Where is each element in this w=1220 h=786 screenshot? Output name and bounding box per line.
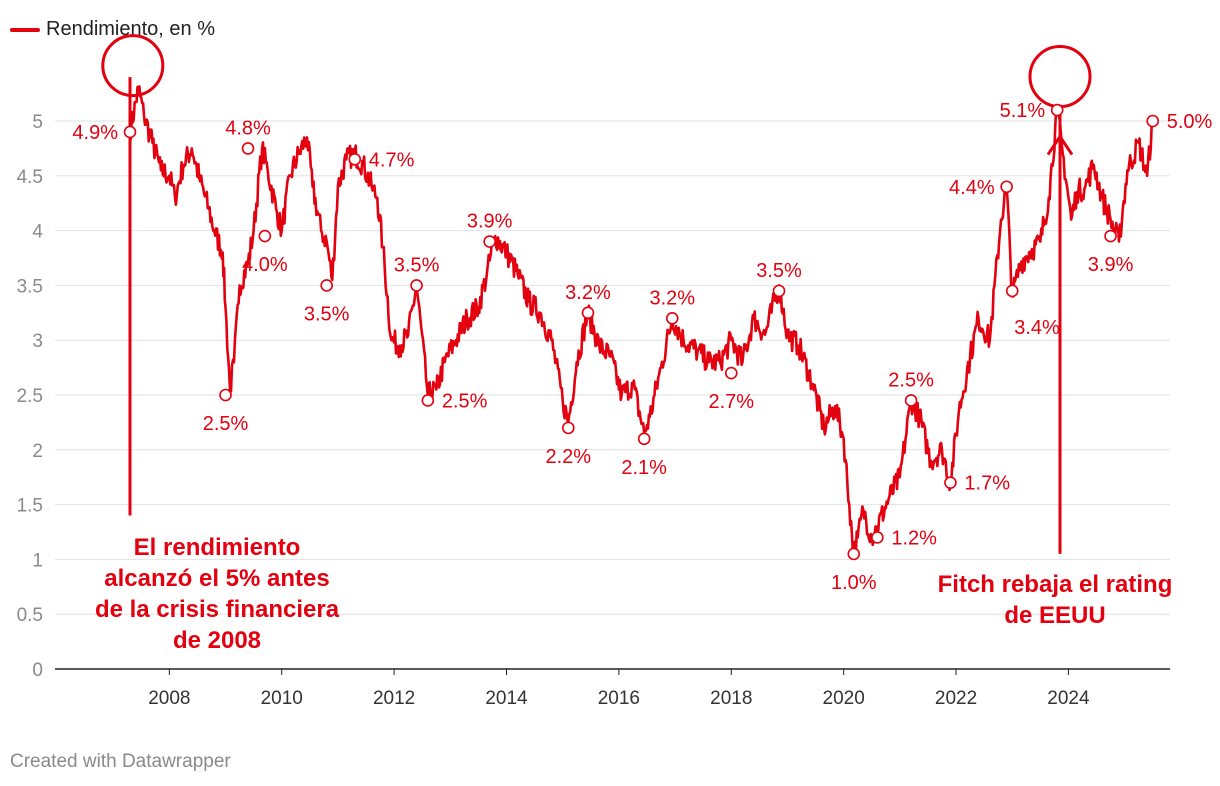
point-label: 4.9% bbox=[72, 122, 118, 144]
point-marker bbox=[1104, 229, 1117, 243]
y-tick-label: 3.5 bbox=[17, 276, 43, 297]
point-label: 3.2% bbox=[649, 287, 695, 309]
point-marker bbox=[944, 476, 957, 489]
x-tick-label: 2008 bbox=[148, 688, 190, 709]
point-label: 2.1% bbox=[621, 457, 667, 479]
series bbox=[128, 85, 1154, 559]
point-marker bbox=[665, 311, 679, 325]
grid bbox=[55, 120, 1170, 615]
point-label: 2.7% bbox=[708, 391, 754, 413]
point-marker bbox=[1000, 180, 1013, 194]
point-marker bbox=[219, 388, 232, 402]
legend: Rendimiento, en % bbox=[10, 18, 215, 41]
x-tick-label: 2020 bbox=[823, 688, 865, 709]
annotation-text: de 2008 bbox=[173, 627, 261, 654]
point-label: 3.5% bbox=[394, 254, 440, 276]
point-marker bbox=[562, 421, 575, 435]
point-marker bbox=[123, 125, 137, 139]
point-label: 3.5% bbox=[756, 260, 802, 282]
x-tick-label: 2010 bbox=[261, 688, 303, 709]
point-label: 2.2% bbox=[546, 446, 592, 468]
point-label: 5.1% bbox=[1000, 100, 1046, 122]
y-tick-label: 5 bbox=[32, 112, 43, 133]
credit: Created with Datawrapper bbox=[10, 751, 231, 772]
y-tick-label: 3 bbox=[32, 331, 43, 352]
annotation-text: de EEUU bbox=[1004, 602, 1105, 629]
y-tick-label: 4.5 bbox=[17, 167, 43, 188]
point-labels: 4.9% 2.5% 4.8% 4.0% 3.5% 4.7% 3.5% 2.5% 3.9% 2.2%… bbox=[72, 100, 1212, 594]
y-tick-label: 0.5 bbox=[17, 605, 43, 626]
x-axis: 2008 2010 2012 2014 2016 2018 2020 2022 2024 bbox=[148, 669, 1090, 709]
point-label: 3.9% bbox=[467, 211, 513, 233]
point-marker bbox=[1005, 284, 1019, 298]
point-label: 3.9% bbox=[1088, 254, 1134, 276]
point-marker bbox=[772, 284, 786, 298]
point-marker bbox=[871, 531, 884, 544]
x-tick-label: 2012 bbox=[373, 688, 415, 709]
point-marker bbox=[241, 142, 255, 155]
legend-swatch bbox=[10, 27, 40, 32]
point-marker bbox=[483, 235, 496, 248]
annotation-text: alcanzó el 5% antes bbox=[104, 565, 329, 592]
point-label: 2.5% bbox=[442, 390, 488, 412]
point-label: 3.4% bbox=[1014, 317, 1060, 339]
annotations: El rendimiento alcanzó el 5% antes de la c… bbox=[95, 34, 1173, 654]
point-marker bbox=[1050, 103, 1064, 117]
x-tick-label: 2016 bbox=[598, 688, 640, 709]
point-marker bbox=[421, 394, 435, 407]
point-marker bbox=[258, 229, 272, 243]
legend-label: Rendimiento, en % bbox=[46, 18, 215, 40]
y-tick-label: 4 bbox=[32, 222, 43, 243]
point-marker bbox=[320, 279, 333, 292]
annotation-text: de la crisis financiera bbox=[95, 596, 340, 623]
point-label: 3.5% bbox=[304, 303, 350, 325]
y-tick-label: 2.5 bbox=[17, 386, 43, 407]
point-label: 4.4% bbox=[949, 177, 995, 199]
point-label: 4.0% bbox=[242, 254, 288, 276]
point-marker bbox=[1146, 114, 1160, 128]
point-label: 2.5% bbox=[888, 369, 934, 391]
y-tick-label: 2 bbox=[32, 441, 43, 462]
point-marker bbox=[847, 547, 861, 561]
y-tick-label: 1 bbox=[32, 550, 43, 571]
x-tick-label: 2014 bbox=[485, 688, 528, 709]
point-label: 5.0% bbox=[1167, 111, 1213, 133]
highlight-circle bbox=[1028, 45, 1092, 109]
point-label: 2.5% bbox=[203, 413, 249, 435]
x-tick-label: 2018 bbox=[710, 688, 752, 709]
point-marker bbox=[637, 432, 651, 446]
point-label: 1.2% bbox=[891, 527, 937, 549]
point-marker bbox=[410, 279, 423, 292]
x-tick-label: 2022 bbox=[935, 688, 977, 709]
x-tick-label: 2024 bbox=[1047, 688, 1090, 709]
point-label: 4.8% bbox=[225, 117, 271, 139]
y-tick-label: 1.5 bbox=[17, 496, 43, 517]
annotation-text: Fitch rebaja el rating bbox=[938, 571, 1173, 598]
point-marker bbox=[724, 366, 738, 380]
point-marker bbox=[581, 306, 595, 320]
annotation-text: El rendimiento bbox=[134, 534, 301, 561]
point-marker bbox=[904, 394, 918, 407]
y-axis: 0 0.5 1 1.5 2 2.5 3 3.5 4 4.5 5 bbox=[17, 112, 1170, 681]
point-label: 1.0% bbox=[831, 572, 877, 594]
point-label: 1.7% bbox=[964, 473, 1010, 495]
highlight-circle bbox=[101, 34, 165, 98]
series-line-rendimiento bbox=[128, 85, 1154, 559]
y-tick-label: 0 bbox=[32, 660, 43, 681]
annotation-arrow bbox=[1046, 133, 1074, 156]
point-label: 4.7% bbox=[369, 149, 415, 171]
point-marker bbox=[348, 153, 362, 166]
point-label: 3.2% bbox=[565, 282, 611, 304]
